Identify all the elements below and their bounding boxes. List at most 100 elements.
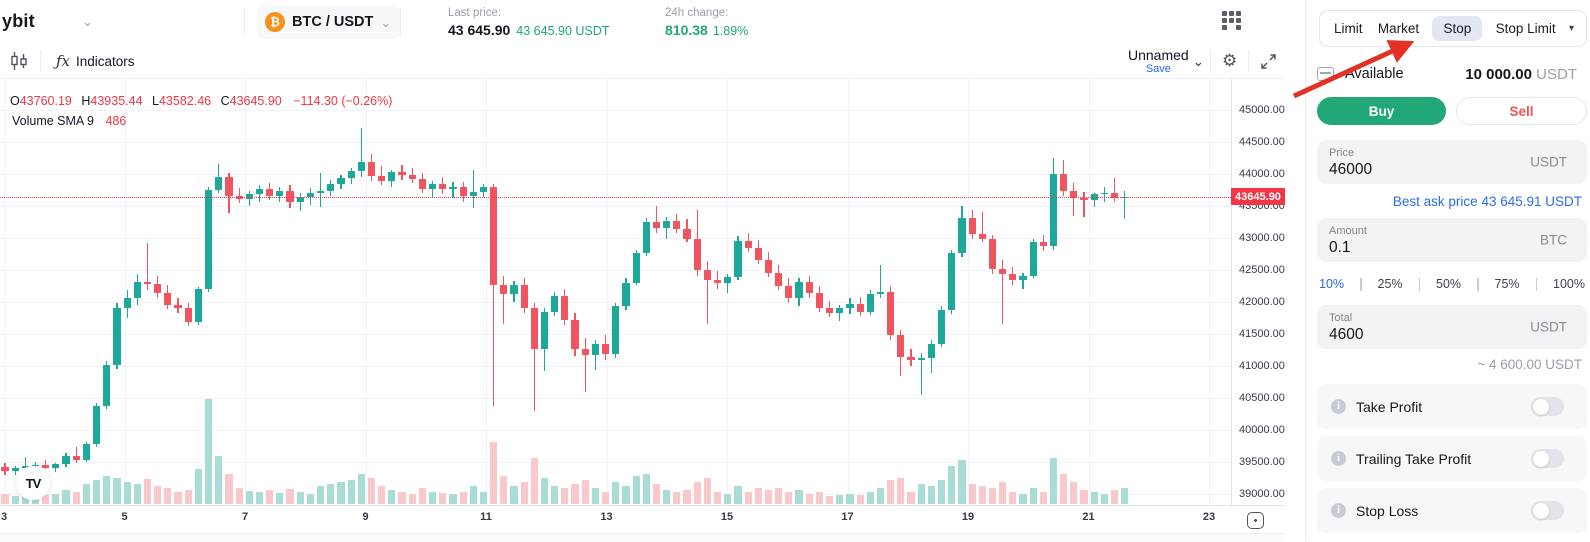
- layout-name-button[interactable]: Unnamed Save: [1128, 44, 1189, 78]
- cbody: [652, 222, 661, 228]
- percent-50-button[interactable]: 50%: [1436, 277, 1462, 291]
- wick: [24, 456, 26, 473]
- top-bar: ybit ⌄ ₿ BTC / USDT ⌄ Last price: 43 645…: [0, 0, 1285, 45]
- tab-stop-limit[interactable]: Stop Limit: [1495, 21, 1556, 36]
- layout-name: Unnamed: [1128, 46, 1189, 63]
- change-block: 24h change: 810.38 1.89%: [665, 7, 748, 38]
- price-axis-border: [1231, 78, 1232, 505]
- cbody: [174, 305, 182, 309]
- vol: [266, 490, 274, 504]
- gear-icon[interactable]: ⚙: [1222, 51, 1238, 70]
- gridh: [0, 206, 1231, 207]
- change-label: 24h change:: [665, 7, 729, 19]
- tradingview-logo[interactable]: TV: [16, 466, 50, 500]
- pair-selector[interactable]: ₿ BTC / USDT ⌄: [257, 5, 401, 39]
- x-axis-label: 5: [121, 511, 128, 523]
- vol: [1121, 488, 1129, 504]
- info-icon[interactable]: i: [1331, 399, 1346, 414]
- price-field-value[interactable]: 46000: [1329, 161, 1373, 178]
- wick: [431, 181, 434, 198]
- price-field[interactable]: Price 46000 USDT: [1317, 140, 1587, 184]
- vol: [836, 495, 844, 504]
- vol: [469, 486, 477, 504]
- cbody: [367, 161, 376, 176]
- gridh: [0, 366, 1231, 367]
- scroll-to-realtime-icon[interactable]: [1247, 512, 1264, 529]
- percent-10-button[interactable]: 10%: [1319, 277, 1345, 291]
- change-percent: 1.89%: [712, 24, 749, 38]
- wick: [594, 340, 597, 370]
- info-icon[interactable]: i: [1331, 503, 1346, 518]
- vol: [184, 490, 192, 504]
- vol: [703, 478, 711, 504]
- vol: [622, 486, 630, 504]
- wick: [1073, 182, 1075, 216]
- cbody: [347, 170, 355, 178]
- vol: [683, 490, 691, 504]
- vol: [744, 492, 752, 504]
- cbody: [927, 344, 935, 358]
- vol: [276, 493, 284, 504]
- fullscreen-icon[interactable]: [1260, 44, 1277, 78]
- order-buttons: Buy Sell: [1317, 97, 1587, 125]
- sell-button[interactable]: Sell: [1456, 97, 1587, 125]
- vol: [388, 490, 396, 504]
- chevron-down-icon[interactable]: ⌄: [1193, 53, 1204, 69]
- vol: [825, 496, 834, 504]
- cbody: [337, 177, 345, 184]
- cbody: [561, 296, 569, 320]
- chevron-down-icon[interactable]: ⌄: [82, 14, 93, 29]
- y-axis-label: 42500.00: [1239, 264, 1285, 276]
- cbody: [1039, 241, 1047, 247]
- bybit-logo[interactable]: ybit: [2, 11, 35, 31]
- chart-canvas[interactable]: 45000.00 44500.00 44000.00 43500.00 43000.00…: [0, 44, 1285, 541]
- cbody: [978, 233, 986, 240]
- vol: [1039, 492, 1047, 504]
- percent-25-button[interactable]: 25%: [1377, 277, 1403, 291]
- amount-field-value[interactable]: 0.1: [1329, 239, 1351, 256]
- vol: [113, 478, 121, 504]
- cbody: [917, 357, 925, 360]
- cbody: [815, 293, 823, 308]
- candlestick-style-icon[interactable]: [8, 44, 30, 78]
- tab-limit[interactable]: Limit: [1334, 21, 1363, 36]
- cbody: [245, 193, 253, 199]
- vol: [937, 480, 946, 504]
- wick: [1022, 272, 1024, 289]
- x-axis-label: 21: [1082, 511, 1095, 523]
- cbody: [724, 277, 732, 283]
- caret-down-icon[interactable]: ▾: [1568, 23, 1574, 34]
- cbody: [327, 183, 335, 191]
- buy-button[interactable]: Buy: [1317, 97, 1446, 125]
- save-layout-link[interactable]: Save: [1145, 62, 1171, 75]
- last-price-value: 43 645.90: [448, 22, 511, 38]
- btc-icon: ₿: [265, 12, 285, 32]
- percent-100-button[interactable]: 100%: [1553, 277, 1585, 291]
- take-profit-toggle[interactable]: [1531, 397, 1564, 416]
- indicators-button[interactable]: ƒx Indicators: [56, 44, 135, 78]
- tab-market[interactable]: Market: [1377, 21, 1420, 36]
- info-icon[interactable]: i: [1331, 451, 1346, 466]
- gridh: [0, 110, 1231, 111]
- gridh: [0, 270, 1231, 271]
- percent-75-button[interactable]: 75%: [1494, 277, 1520, 291]
- vol: [673, 492, 681, 504]
- last-price-line: [0, 196, 1231, 198]
- cbody: [897, 335, 905, 358]
- wick: [381, 166, 383, 185]
- vol: [82, 484, 91, 504]
- y-axis-label: 41000.00: [1239, 360, 1285, 372]
- total-field[interactable]: Total 4600 USDT: [1317, 305, 1587, 349]
- vol: [775, 488, 783, 504]
- layout-grid-icon[interactable]: [1222, 11, 1243, 32]
- amount-field[interactable]: Amount 0.1 BTC: [1317, 218, 1587, 262]
- wick: [75, 447, 77, 464]
- stop-loss-toggle[interactable]: [1531, 501, 1564, 520]
- best-ask-link[interactable]: Best ask price 43 645.91 USDT: [1392, 194, 1582, 209]
- cbody: [72, 455, 80, 461]
- stop-loss-row: i Stop Loss: [1317, 488, 1587, 533]
- trailing-take-profit-toggle[interactable]: [1531, 449, 1564, 468]
- tab-stop[interactable]: Stop: [1432, 16, 1483, 41]
- cbody: [612, 306, 620, 355]
- total-field-value[interactable]: 4600: [1329, 326, 1364, 343]
